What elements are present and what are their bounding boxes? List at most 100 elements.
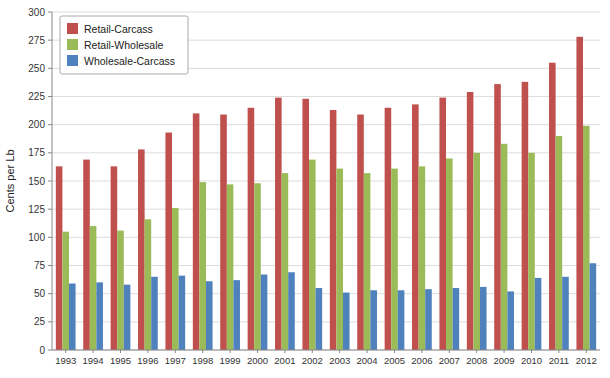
x-tick	[312, 350, 313, 353]
y-tick-label: 100	[28, 232, 45, 243]
x-tick	[175, 350, 176, 353]
legend-label: Wholesale-Carcass	[84, 55, 175, 67]
y-tick	[48, 124, 52, 125]
y-tick	[48, 209, 52, 210]
bar	[83, 160, 90, 350]
x-tick-label: 2004	[357, 355, 378, 366]
grid-line	[52, 237, 600, 238]
bar	[336, 169, 343, 350]
bar	[309, 160, 316, 350]
y-tick-label: 250	[28, 63, 45, 74]
x-tick-label: 2001	[274, 355, 295, 366]
bar	[117, 231, 124, 350]
y-tick	[48, 152, 52, 153]
bar	[172, 208, 179, 350]
bar	[385, 108, 392, 350]
bar	[453, 288, 460, 350]
bar	[562, 277, 569, 350]
grid-line	[52, 12, 600, 13]
bar	[473, 153, 480, 350]
y-tick-label: 125	[28, 204, 45, 215]
bar	[439, 98, 446, 350]
x-tick	[531, 350, 532, 353]
x-tick	[284, 350, 285, 353]
bar	[343, 293, 350, 350]
x-tick	[586, 350, 587, 353]
y-tick	[48, 12, 52, 13]
x-tick	[147, 350, 148, 353]
x-tick	[367, 350, 368, 353]
y-tick-label: 75	[34, 260, 46, 271]
bar	[522, 82, 529, 350]
legend-label: Retail-Carcass	[84, 23, 153, 35]
y-tick-label: 200	[28, 119, 45, 130]
bars	[56, 37, 596, 350]
y-tick	[48, 350, 52, 351]
bar	[480, 287, 487, 350]
x-tick	[65, 350, 66, 353]
bar	[316, 288, 323, 350]
bar	[446, 158, 453, 350]
bar	[576, 37, 583, 350]
bar	[227, 184, 234, 350]
bar	[124, 285, 131, 350]
x-tick-label: 2008	[466, 355, 487, 366]
x-tick	[93, 350, 94, 353]
y-tick-label: 50	[34, 288, 46, 299]
x-tick-label: 2009	[494, 355, 515, 366]
x-tick	[558, 350, 559, 353]
y-axis-line	[52, 12, 53, 350]
y-tick	[48, 293, 52, 294]
grid-line	[52, 321, 600, 322]
bar	[507, 291, 514, 350]
x-tick-label: 2007	[439, 355, 460, 366]
bar	[56, 166, 63, 350]
x-tick	[339, 350, 340, 353]
y-tick	[48, 265, 52, 266]
y-tick	[48, 68, 52, 69]
y-tick-label: 175	[28, 147, 45, 158]
bar	[111, 166, 118, 350]
y-tick-label: 225	[28, 91, 45, 102]
x-tick-label: 2012	[576, 355, 597, 366]
x-tick	[257, 350, 258, 353]
bar	[302, 99, 309, 350]
bar	[165, 133, 172, 350]
x-tick-label: 1996	[137, 355, 158, 366]
bar	[138, 149, 145, 350]
x-tick-label: 2005	[384, 355, 405, 366]
x-tick-label: 2010	[521, 355, 542, 366]
bar	[220, 115, 227, 350]
x-tick-label: 1993	[55, 355, 76, 366]
bar	[391, 169, 398, 350]
x-tick-label: 2011	[549, 355, 569, 366]
x-axis-line	[52, 350, 600, 351]
bar	[288, 272, 295, 350]
y-tick	[48, 40, 52, 41]
x-tick-label: 2000	[247, 355, 268, 366]
legend-swatch	[67, 55, 78, 66]
grid-line	[52, 152, 600, 153]
bar	[425, 289, 432, 350]
x-tick	[230, 350, 231, 353]
x-tick-label: 2002	[302, 355, 323, 366]
bar	[412, 104, 419, 350]
bar	[90, 226, 97, 350]
grid-line	[52, 293, 600, 294]
x-tick-label: 1999	[220, 355, 241, 366]
chart-container: 0255075100125150175200225250275300199319…	[0, 0, 610, 378]
bar	[96, 282, 103, 350]
bar	[419, 166, 426, 350]
bar	[494, 84, 501, 350]
y-tick	[48, 237, 52, 238]
y-axis: 0255075100125150175200225250275300	[28, 7, 52, 356]
x-tick-label: 2006	[411, 355, 432, 366]
y-tick-label: 0	[39, 345, 45, 356]
bar	[364, 173, 371, 350]
x-tick	[449, 350, 450, 353]
bar	[275, 98, 282, 350]
legend-swatch	[67, 39, 78, 50]
x-tick	[394, 350, 395, 353]
x-tick	[476, 350, 477, 353]
legend-box	[60, 16, 188, 74]
